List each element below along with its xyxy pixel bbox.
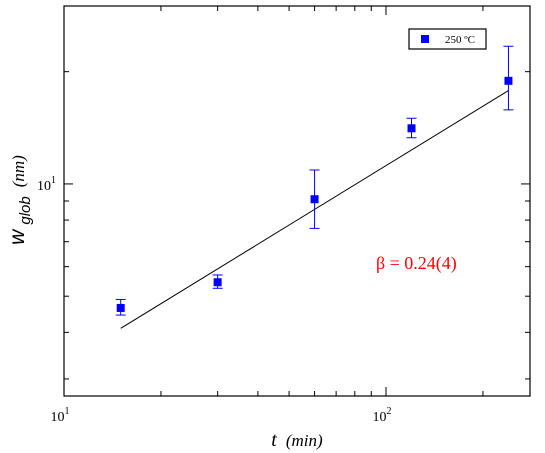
y-axis-label-main: w <box>6 228 29 245</box>
legend-marker <box>421 35 429 43</box>
data-point <box>310 195 319 204</box>
data-point <box>407 124 416 133</box>
y-tick-label: 101 <box>37 175 56 194</box>
svg-text:w glob (nm): w glob (nm) <box>6 155 35 245</box>
data-point <box>116 303 125 312</box>
x-tick-label: 102 <box>373 406 392 425</box>
svg-text:t (min): t (min) <box>271 429 323 451</box>
plot-frame <box>63 5 531 397</box>
tick-labels: 101 102 101 <box>37 175 392 425</box>
x-axis-label-main: t <box>271 429 277 451</box>
legend-box <box>408 28 487 50</box>
data-point <box>504 76 513 85</box>
y-axis-label-sub: glob <box>17 196 34 224</box>
legend-label: 250 ºC <box>445 34 475 46</box>
x-tick-label: 101 <box>51 406 70 425</box>
x-axis-label: t (min) <box>271 429 323 451</box>
axis-ticks <box>63 6 530 396</box>
legend: 250 ºC <box>408 28 487 50</box>
data-point <box>213 278 222 287</box>
y-axis-label: w glob (nm) <box>6 155 35 245</box>
beta-annotation: β = 0.24(4) <box>376 253 457 274</box>
y-axis-label-unit: (nm) <box>9 155 28 187</box>
data-points <box>115 45 514 316</box>
x-axis-label-unit: (min) <box>286 431 323 450</box>
